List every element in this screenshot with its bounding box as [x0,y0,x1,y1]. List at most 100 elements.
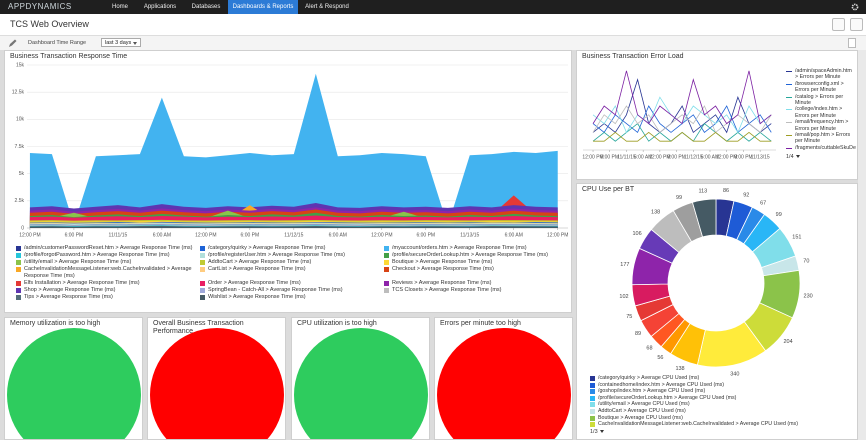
legend-item: /goshop/index.htm > Average CPU Used (ms… [590,388,825,395]
data-label: 102 [619,294,628,300]
area [29,73,558,228]
x-tick-label: 12:00 PM [582,154,603,160]
x-tick-label: 6:00 AM [701,154,719,160]
edit-icon[interactable] [8,39,17,48]
status-circle [150,328,284,439]
widget-title: Errors per minute too high [440,320,521,327]
legend-swatch [16,267,21,272]
legend-label: CacheInvalidationMessageListener:web.Cac… [24,266,192,279]
legend-label: TCS Closets > Average Response Time (ms) [392,287,502,293]
line [592,105,772,134]
y-tick-label: 12.5k [12,89,25,95]
chart-title: Business Transaction Error Load [582,53,684,60]
data-label: 56 [657,355,663,361]
nav-item[interactable]: Applications [143,4,177,10]
mobile-button[interactable] [848,38,856,48]
legend-swatch [384,281,389,286]
legend-swatch [16,288,21,293]
legend-label: /category/quirky > Average Response Time… [208,245,326,251]
x-tick-label: 12:00 PM [19,232,40,238]
legend-item: CacheInvalidationMessageListener:web.Cac… [16,266,200,280]
legend-swatch [200,253,205,258]
legend-item: /category/quirky > Average CPU Used (ms) [590,375,825,382]
nav-item[interactable]: Home [111,4,128,10]
legend-item: /email/pop.htm > Errors per Minute [786,132,856,145]
x-tick-label: 6:00 PM [734,154,753,160]
settings-icon[interactable] [851,3,859,11]
legend-label: CartList > Average Response Time (ms) [208,266,306,272]
data-label: 67 [760,200,766,206]
legend-swatch [384,260,389,265]
logo[interactable]: APPDYNAMICS [8,2,72,11]
nav-item[interactable]: Alert & Respond [305,4,349,10]
legend-label: /catalog > Errors per Minute [795,93,844,107]
health-widget: Errors per minute too high [434,317,573,440]
legend-label: Checkout > Average Response Time (ms) [392,266,494,272]
help-button[interactable] [850,18,863,31]
legend-item: /fragments/cuttableSkuDe [786,145,856,151]
legend-marker [786,109,792,111]
x-tick-label: 6:00 PM [416,232,435,238]
legend-label: Order > Average Response Time (ms) [208,280,301,286]
title-bar: TCS Web Overview [0,14,866,36]
legend-label: /containedhome/index.htm > Average CPU U… [598,381,725,388]
legend-item: Wishlist > Average Response Time (ms) [200,294,384,301]
legend-label: AddtoCart > Average CPU Used (ms) [598,407,686,414]
legend-item: Reviews > Average Response Time (ms) [384,280,566,287]
legend-label: Shop > Average Response Time (ms) [24,287,116,293]
legend-item: /category/quirky > Average Response Time… [200,245,384,252]
nav-item[interactable]: Databases [191,4,221,10]
x-tick-label: 12:00 PM [547,232,568,238]
y-tick-label: 15k [16,62,25,68]
area [29,226,558,228]
data-label: 230 [804,293,813,299]
x-tick-label: 6:00 AM [153,232,171,238]
time-range-select[interactable]: last 3 days [101,38,141,47]
legend-swatch [200,281,205,286]
x-tick-label: 11/12/15 [284,232,303,238]
legend-swatch [384,288,389,293]
nav-item[interactable]: Dashboards & Reports [228,0,298,14]
legend-item: /admin/customerPasswordReset.htm > Avera… [16,245,200,252]
panel: Business Transaction Error Load [576,50,858,180]
pager-down[interactable] [795,155,800,158]
pager-down[interactable] [599,430,604,433]
widget-title: CPU utilization is too high [297,320,377,327]
refresh-button[interactable] [832,18,845,31]
legend-item: Boutique > Average Response Time (ms) [384,259,566,266]
legend-label: /email/pop.htm > Errors per Minute [795,132,851,145]
line [593,131,772,142]
legend-label: AddtoCart > Average Response Time (ms) [208,259,312,265]
time-range-value: last 3 days [105,40,132,46]
legend-label: Reviews > Average Response Time (ms) [392,280,492,286]
x-tick-label: 6:00 PM [667,154,686,160]
legend: /admin/customerPasswordReset.htm > Avera… [16,245,566,301]
legend-label: /browserconfig.xml > Errors per Minute [795,80,844,94]
x-tick-label: 6:00 AM [505,232,523,238]
legend-swatch [590,402,595,408]
legend-item: AddtoCart > Average Response Time (ms) [200,259,384,266]
x-tick-label: 6:00 AM [634,154,652,160]
health-widget: CPU utilization is too high [291,317,430,440]
x-tick-label: 6:00 AM [329,232,347,238]
legend-item: /admin/spaceAdmin.htm > Errors per Minut… [786,68,856,81]
legend-swatch [200,295,205,300]
legend-swatch [590,376,595,381]
legend-marker [786,96,792,98]
data-label: 70 [803,258,809,264]
page-title: TCS Web Overview [10,19,89,29]
data-label: 75 [626,314,632,320]
data-label: 151 [792,235,801,241]
x-tick-label: 6:00 PM [65,232,84,238]
legend-item: /containedhome/index.htm > Average CPU U… [590,382,825,389]
legend-item: Shop > Average Response Time (ms) [16,287,200,294]
legend-swatch [16,246,21,251]
legend-item: CacheInvalidationMessageListener:web.Cac… [590,421,825,428]
legend-item: /profile/registerUser.htm > Average Resp… [200,252,384,259]
y-tick-label: 2.5k [15,198,25,204]
legend-label: /utility/email > Average CPU Used (ms) [598,401,690,408]
chart-title: CPU Use per BT [582,186,635,193]
time-range-label: Dashboard Time Range [28,40,87,46]
legend-item: TCS Closets > Average Response Time (ms) [384,287,566,294]
legend-item: Checkout > Average Response Time (ms) [384,266,566,280]
